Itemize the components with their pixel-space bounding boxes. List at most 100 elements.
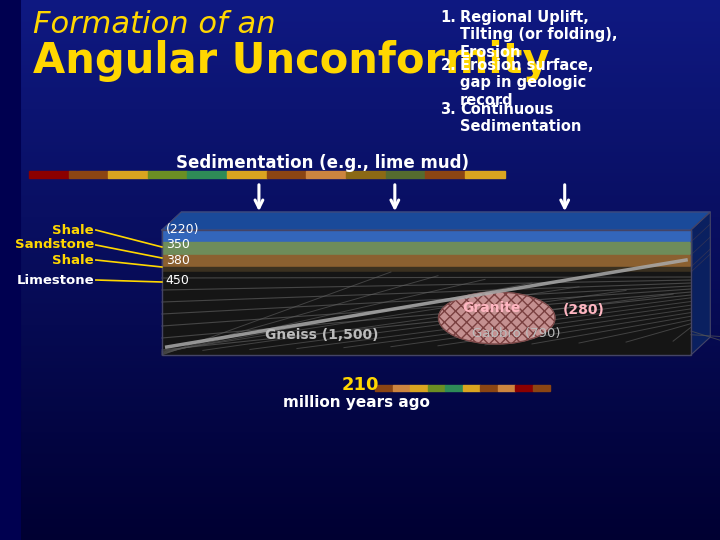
Bar (21, 381, 720, 382)
Bar (21, 208, 720, 209)
Bar (21, 84, 720, 85)
Bar (21, 449, 720, 450)
Bar (21, 442, 720, 443)
Text: Sedimentation (e.g., lime mud): Sedimentation (e.g., lime mud) (176, 154, 469, 172)
Bar (21, 250, 720, 251)
Bar (21, 522, 720, 523)
Bar (21, 397, 720, 398)
Bar (21, 429, 720, 430)
Bar (21, 507, 720, 508)
Bar (21, 148, 720, 149)
Bar (108, 171, 148, 178)
Bar (21, 67, 720, 68)
Bar (21, 39, 720, 40)
Bar (21, 406, 720, 407)
Bar (21, 98, 720, 99)
Bar (21, 82, 720, 83)
Bar (21, 503, 720, 504)
Bar (21, 120, 720, 121)
Bar (21, 345, 720, 346)
Bar (21, 253, 720, 254)
Bar (21, 204, 720, 205)
Bar (21, 467, 720, 468)
Bar (21, 22, 720, 23)
Bar (21, 506, 720, 507)
Bar (375, 385, 393, 391)
Bar (21, 340, 720, 341)
Bar (21, 282, 720, 283)
Bar (21, 240, 720, 241)
Bar (21, 69, 720, 70)
Bar (21, 366, 720, 367)
Bar (21, 342, 720, 343)
Bar (21, 139, 720, 140)
Bar (21, 341, 720, 342)
Bar (21, 137, 720, 138)
Bar (21, 409, 720, 410)
Bar (21, 14, 720, 15)
Bar (21, 490, 720, 491)
Bar (21, 313, 720, 314)
Bar (21, 497, 720, 498)
Bar (21, 389, 720, 390)
Bar (21, 65, 720, 66)
Bar (21, 121, 720, 122)
Bar (21, 157, 720, 158)
Bar (21, 521, 720, 522)
Bar (21, 243, 720, 244)
Bar (21, 224, 720, 225)
Bar (21, 149, 720, 150)
Bar (21, 532, 720, 533)
Bar (21, 207, 720, 208)
Bar (21, 229, 720, 230)
Bar (21, 358, 720, 359)
Bar (21, 177, 720, 178)
Bar (21, 217, 720, 218)
Bar (21, 349, 720, 350)
Bar (148, 171, 187, 178)
Bar (21, 301, 720, 302)
Bar (21, 437, 720, 438)
Bar (21, 434, 720, 435)
Bar (21, 438, 720, 439)
Bar (21, 511, 720, 512)
Bar (21, 460, 720, 461)
Bar (21, 403, 720, 404)
Bar (21, 279, 720, 280)
Bar (21, 385, 720, 386)
Bar (21, 156, 720, 157)
Bar (21, 468, 720, 469)
Bar (21, 83, 720, 84)
Bar (21, 370, 720, 371)
Bar (21, 495, 720, 496)
Bar (21, 411, 720, 412)
Bar (21, 295, 720, 296)
Bar (21, 315, 720, 316)
Bar (21, 492, 720, 493)
Bar (21, 214, 720, 215)
Bar (21, 304, 720, 305)
Bar (21, 330, 720, 331)
Bar (21, 41, 720, 42)
Bar (21, 73, 720, 74)
Bar (21, 13, 720, 14)
Bar (21, 53, 720, 54)
Bar (21, 231, 720, 232)
Bar (21, 311, 720, 312)
Bar (21, 519, 720, 520)
Bar (21, 284, 720, 285)
Bar (21, 395, 720, 396)
Bar (21, 470, 720, 471)
Bar (21, 473, 720, 474)
Bar (21, 178, 720, 179)
Bar (162, 242, 691, 255)
Bar (21, 228, 720, 229)
Bar (21, 242, 720, 243)
Text: Regional Uplift,
Tilting (or folding),
Erosion: Regional Uplift, Tilting (or folding), E… (460, 10, 617, 60)
Bar (21, 299, 720, 300)
Bar (21, 17, 720, 18)
Bar (21, 52, 720, 53)
Bar (21, 35, 720, 36)
Bar (21, 117, 720, 118)
Bar (21, 248, 720, 249)
